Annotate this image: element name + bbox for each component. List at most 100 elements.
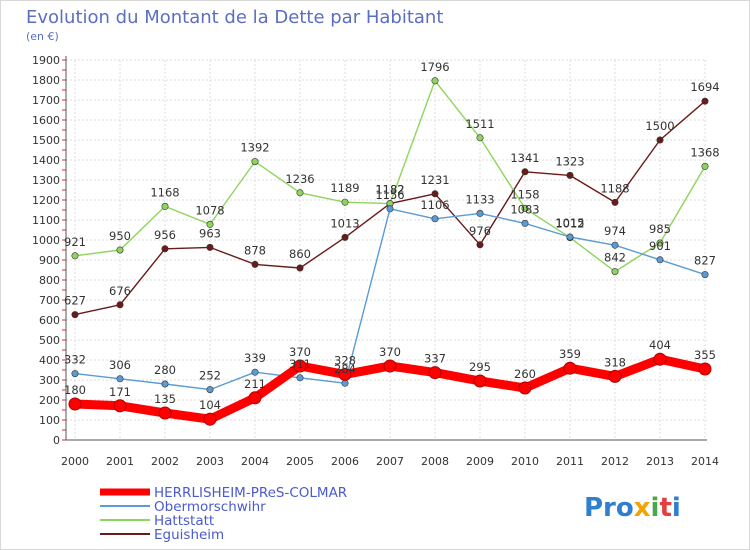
data-label: 878 [244, 243, 266, 257]
data-label: 1106 [420, 198, 449, 212]
logo-text: Proxiti [584, 493, 681, 523]
data-point [341, 379, 349, 387]
data-label: 827 [694, 254, 716, 268]
data-point [71, 311, 79, 319]
data-point [428, 366, 442, 380]
data-label: 211 [244, 377, 266, 391]
y-tick-label: 1500 [32, 134, 60, 147]
y-tick-label: 1200 [32, 194, 60, 207]
y-tick-label: 1600 [32, 114, 60, 127]
data-point [521, 204, 529, 212]
data-point [203, 412, 217, 426]
data-point [701, 271, 709, 279]
data-label: 1012 [555, 217, 584, 231]
y-tick-label: 700 [39, 294, 60, 307]
data-label: 1156 [375, 188, 404, 202]
data-point [251, 368, 259, 376]
y-tick-label: 800 [39, 274, 60, 287]
data-point [611, 198, 619, 206]
x-tick-label: 2012 [601, 455, 629, 468]
chart-title: Evolution du Montant de la Dette par Hab… [26, 7, 443, 28]
x-tick-label: 2004 [241, 455, 269, 468]
y-tick-label: 1700 [32, 94, 60, 107]
x-tick-label: 2006 [331, 455, 359, 468]
data-label: 1500 [645, 119, 674, 133]
data-label: 627 [64, 294, 86, 308]
data-label: 1189 [330, 181, 359, 195]
data-point [611, 268, 619, 276]
data-label: 171 [109, 385, 131, 399]
data-label: 311 [289, 357, 311, 371]
y-tick-label: 600 [39, 314, 60, 327]
legend-label: Hattstatt [154, 513, 214, 529]
data-point [161, 245, 169, 253]
data-label: 1133 [465, 192, 494, 206]
data-point [656, 136, 664, 144]
data-label: 1083 [510, 202, 539, 216]
data-point [296, 264, 304, 272]
y-tick-label: 1100 [32, 214, 60, 227]
data-point [116, 375, 124, 383]
data-label: 332 [64, 353, 86, 367]
data-labels: 180 171 135 104 211 370 328 370 337 295 260 359 318 4… [64, 60, 720, 412]
data-point [248, 391, 262, 405]
data-label: 1323 [555, 154, 584, 168]
data-label: 860 [289, 247, 311, 261]
data-label: 985 [649, 222, 671, 236]
data-point [71, 252, 79, 260]
data-label: 370 [379, 345, 401, 359]
data-point [116, 301, 124, 309]
data-label: 355 [694, 348, 716, 362]
data-label: 284 [334, 362, 356, 376]
data-point [473, 374, 487, 388]
data-point [656, 239, 664, 247]
data-point [386, 205, 394, 213]
y-tick-label: 1400 [32, 154, 60, 167]
x-tick-label: 2014 [691, 455, 719, 468]
data-label: 280 [154, 363, 176, 377]
data-point [701, 162, 709, 170]
y-tick-label: 900 [39, 254, 60, 267]
data-point [521, 219, 529, 227]
data-point [431, 190, 439, 198]
legend-label: Eguisheim [154, 527, 224, 543]
data-point [293, 359, 307, 373]
data-point [476, 241, 484, 249]
data-label: 252 [199, 369, 221, 383]
x-tick-label: 2003 [196, 455, 224, 468]
data-label: 842 [604, 251, 626, 265]
data-point [116, 246, 124, 254]
data-point [563, 361, 577, 375]
x-tick-label: 2010 [511, 455, 539, 468]
data-label: 1236 [285, 172, 314, 186]
x-tick-label: 2008 [421, 455, 449, 468]
data-label: 1341 [510, 151, 539, 165]
axes: 0 100 200 300 400 500 600 700 800 900 1000 1100 1200… [32, 54, 719, 468]
data-label: 180 [64, 383, 86, 397]
x-tick-label: 2009 [466, 455, 494, 468]
data-point [71, 370, 79, 378]
y-tick-label: 200 [39, 394, 60, 407]
data-label: 104 [199, 398, 221, 412]
data-label: 1368 [690, 145, 719, 159]
proxiti-logo: Proxiti [584, 493, 681, 523]
data-label: 318 [604, 355, 626, 369]
data-label: 1078 [195, 203, 224, 217]
data-point [566, 171, 574, 179]
data-point [296, 189, 304, 197]
data-point [431, 215, 439, 223]
data-point [476, 134, 484, 142]
data-point [68, 397, 82, 411]
data-point [206, 243, 214, 251]
y-tick-label: 100 [39, 414, 60, 427]
data-label: 1182 [375, 183, 404, 197]
data-point [611, 241, 619, 249]
x-tick-label: 2013 [646, 455, 674, 468]
legend: HERRLISHEIM-PReS-COLMARObermorschwihrHat… [100, 485, 347, 543]
data-label: 976 [469, 224, 491, 238]
data-label: 1231 [420, 173, 449, 187]
data-point [251, 260, 259, 268]
